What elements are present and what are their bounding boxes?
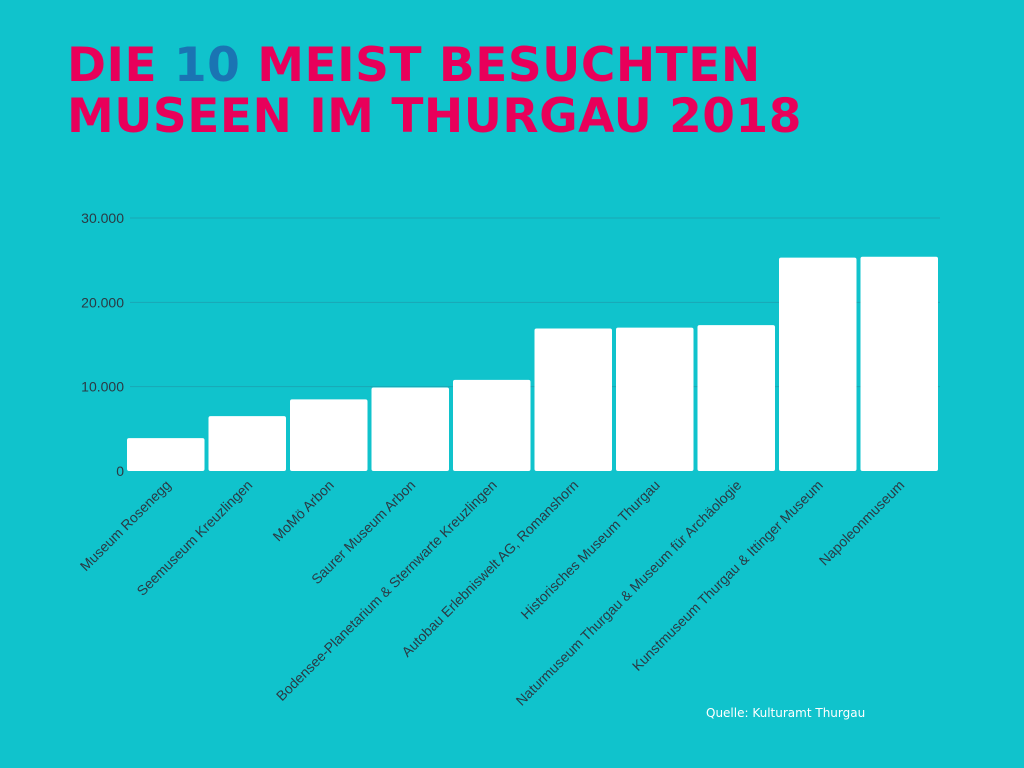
bar: [290, 399, 368, 471]
title-line-2: MUSEEN IM THURGAU 2018: [67, 89, 802, 144]
y-tick-label: 0: [116, 463, 124, 479]
x-tick-label: Autobau Erlebniswelt AG, Romanshorn: [398, 477, 581, 660]
x-tick-label: Napoleonmuseum: [816, 477, 908, 569]
bars: [127, 256, 938, 471]
bar: [616, 327, 694, 471]
y-tick-label: 30.000: [81, 210, 124, 226]
chart-title: DIE 10 MEIST BESUCHTEN MUSEEN IM THURGAU…: [67, 40, 802, 142]
y-tick-label: 20.000: [81, 294, 124, 310]
bar: [127, 438, 205, 471]
bar: [534, 328, 612, 471]
bar: [697, 325, 775, 471]
bar: [371, 387, 449, 471]
bar: [453, 379, 531, 471]
x-tick-label: Kunstmuseum Thurgau & Ittinger Museum: [629, 477, 826, 674]
x-tick-label: MoMö Arbon: [269, 477, 336, 544]
title-text-end: MEIST BESUCHTEN: [240, 38, 761, 93]
x-tick-label: Historisches Museum Thurgau: [517, 477, 662, 622]
y-axis: 0 10.000 20.000 30.000: [81, 210, 124, 479]
title-text-start: DIE: [67, 38, 174, 93]
source-note: Quelle: Kulturamt Thurgau: [706, 706, 866, 720]
bar: [860, 256, 938, 471]
y-tick-label: 10.000: [81, 379, 124, 395]
x-tick-label: Museum Rosenegg: [77, 477, 174, 574]
title-number-highlight: 10: [173, 38, 241, 93]
bar: [779, 257, 857, 471]
bar: [208, 416, 286, 471]
